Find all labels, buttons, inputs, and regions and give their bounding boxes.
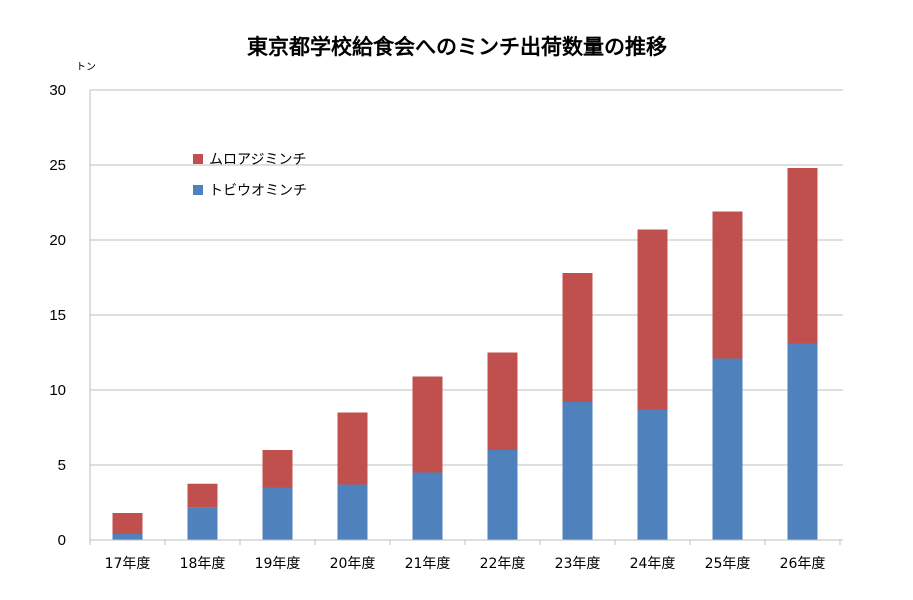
x-tick-label: 26年度: [780, 556, 826, 572]
y-tick-label: 30: [49, 82, 66, 99]
bar-tobiuo-19年度: [262, 487, 293, 540]
y-tick-label: 0: [58, 532, 66, 549]
y-tick-label: 10: [49, 382, 66, 399]
bar-tobiuo-24年度: [637, 409, 668, 540]
y-axis-unit-label: トン: [76, 62, 96, 73]
x-tick-label: 17年度: [105, 556, 151, 572]
bar-muroaji-23年度: [562, 273, 593, 402]
bar-tobiuo-18年度: [187, 507, 218, 540]
legend: ムロアジミンチ トビウオミンチ: [193, 152, 307, 199]
x-tick-label: 18年度: [180, 556, 226, 572]
legend-label-muroaji: ムロアジミンチ: [209, 152, 306, 168]
x-tick-label: 22年度: [480, 556, 526, 572]
legend-swatch-tobiuo: [193, 185, 203, 195]
bar-muroaji-17年度: [112, 513, 143, 534]
y-tick-label: 25: [49, 157, 66, 174]
bar-muroaji-19年度: [262, 450, 293, 488]
bar-muroaji-26年度: [787, 168, 818, 344]
x-tick-label: 23年度: [555, 556, 601, 572]
bar-muroaji-21年度: [412, 376, 443, 473]
legend-swatch-muroaji: [193, 154, 203, 164]
legend-label-tobiuo: トビウオミンチ: [209, 183, 307, 199]
bar-tobiuo-17年度: [112, 534, 143, 540]
bar-tobiuo-23年度: [562, 402, 593, 540]
y-tick-label: 20: [49, 232, 66, 249]
bar-muroaji-22年度: [487, 352, 518, 450]
bar-muroaji-18年度: [187, 483, 218, 508]
y-tick-label: 15: [49, 307, 66, 324]
bar-tobiuo-20年度: [337, 484, 368, 540]
y-tick-label: 5: [58, 457, 66, 474]
x-tick-label: 21年度: [405, 556, 451, 572]
bar-tobiuo-21年度: [412, 472, 443, 540]
bar-tobiuo-22年度: [487, 450, 518, 540]
bar-muroaji-20年度: [337, 412, 368, 485]
x-tick-label: 19年度: [255, 556, 301, 572]
x-tick-label: 25年度: [705, 556, 751, 572]
x-tick-label: 20年度: [330, 556, 376, 572]
chart-title: 東京都学校給食会へのミンチ出荷数量の推移: [247, 35, 667, 59]
x-tick-label: 24年度: [630, 556, 676, 572]
bar-tobiuo-25年度: [712, 358, 743, 540]
bar-tobiuo-26年度: [787, 343, 818, 540]
bar-muroaji-25年度: [712, 211, 743, 359]
bar-muroaji-24年度: [637, 229, 668, 410]
